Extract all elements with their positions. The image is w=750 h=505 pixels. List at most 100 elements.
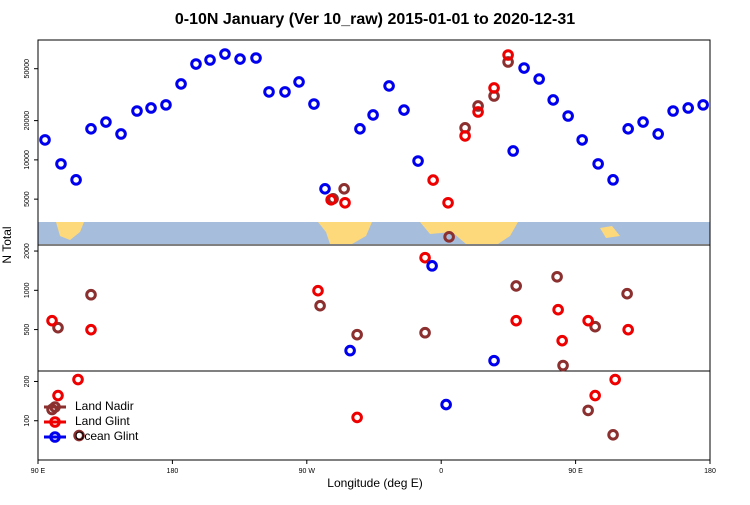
data-point xyxy=(652,128,664,140)
data-point xyxy=(46,314,58,327)
data-point xyxy=(609,373,621,386)
data-point xyxy=(250,52,262,64)
data-point xyxy=(85,323,97,336)
data-point xyxy=(351,328,363,341)
data-point xyxy=(488,354,500,367)
y-tick-label: 20000 xyxy=(24,111,31,131)
data-point xyxy=(547,94,560,106)
data-point xyxy=(131,105,143,117)
x-tick-label: 0 xyxy=(439,468,443,475)
legend-label: Land Nadir xyxy=(75,399,134,413)
data-point xyxy=(682,102,694,114)
data-point xyxy=(582,314,594,327)
data-point xyxy=(557,359,569,372)
plot-frame xyxy=(37,39,711,461)
data-point xyxy=(459,130,471,142)
y-tick-label: 2000 xyxy=(24,243,31,259)
data-point xyxy=(507,145,519,157)
data-point xyxy=(443,231,455,243)
x-tick-label: 90 E xyxy=(31,468,46,475)
x-tick-label: 90 E xyxy=(568,468,583,475)
y-tick-label: 50000 xyxy=(24,59,31,79)
data-point xyxy=(518,62,530,74)
data-point xyxy=(697,99,709,111)
data-point xyxy=(592,158,604,170)
data-point xyxy=(383,80,395,92)
legend-marker xyxy=(49,416,61,428)
data-point xyxy=(308,98,320,110)
data-point xyxy=(85,123,97,135)
data-point xyxy=(510,280,522,292)
data-point xyxy=(589,320,601,333)
data-point xyxy=(190,58,202,70)
data-point xyxy=(175,78,187,90)
data-point xyxy=(622,123,634,135)
x-tick-label: 180 xyxy=(167,468,179,475)
y-tick-label: 100 xyxy=(24,415,31,427)
legend-marker xyxy=(49,401,61,413)
y-tick-label: 10000 xyxy=(24,150,31,170)
data-point xyxy=(325,194,337,206)
data-point xyxy=(344,344,356,357)
data-point xyxy=(582,404,594,417)
data-point xyxy=(367,109,379,121)
data-point xyxy=(234,53,246,65)
data-point xyxy=(263,86,275,98)
x-axis-label: Longitude (deg E) xyxy=(327,476,422,490)
data-point xyxy=(667,105,679,117)
data-point xyxy=(279,86,291,98)
data-point xyxy=(576,134,588,146)
data-point xyxy=(552,303,564,316)
data-point xyxy=(621,287,633,300)
y-axis-label: N Total xyxy=(0,226,14,263)
data-point xyxy=(115,128,127,140)
data-point xyxy=(637,116,649,128)
data-point xyxy=(502,49,514,61)
data-point xyxy=(440,398,452,411)
data-point xyxy=(502,56,514,68)
data-point xyxy=(338,183,350,195)
data-point xyxy=(510,314,522,327)
data-point xyxy=(52,321,64,334)
data-point xyxy=(412,155,424,167)
y-tick-label: 500 xyxy=(24,324,31,336)
data-point xyxy=(145,102,157,114)
data-point xyxy=(85,288,97,301)
data-point xyxy=(204,54,216,66)
data-point xyxy=(622,323,634,336)
data-point xyxy=(442,196,454,209)
data-point xyxy=(427,174,439,186)
data-point xyxy=(351,411,363,424)
data-point xyxy=(219,48,231,60)
data-point xyxy=(39,134,51,146)
data-point xyxy=(419,251,431,264)
data-point xyxy=(70,174,82,186)
data-point xyxy=(100,116,112,128)
data-point xyxy=(73,429,85,442)
data-point xyxy=(293,76,305,88)
data-point xyxy=(319,183,331,195)
data-point xyxy=(607,174,619,186)
data-point xyxy=(551,270,563,283)
data-point xyxy=(312,284,324,297)
data-point xyxy=(533,73,545,85)
x-tick-label: 180 xyxy=(704,468,716,475)
data-point xyxy=(72,373,84,386)
data-point xyxy=(55,158,67,170)
y-tick-label: 5000 xyxy=(24,191,31,207)
data-point xyxy=(354,123,366,135)
y-tick-label: 1000 xyxy=(24,282,31,298)
data-point xyxy=(339,196,351,209)
data-point xyxy=(472,100,484,112)
y-tick-label: 200 xyxy=(24,376,31,388)
data-point xyxy=(488,82,500,94)
data-point xyxy=(607,429,619,441)
data-point xyxy=(426,260,438,272)
data-point xyxy=(52,389,64,402)
data-point xyxy=(562,110,574,122)
data-point xyxy=(589,389,601,402)
legend-label: Ocean Glint xyxy=(75,429,139,443)
data-point xyxy=(419,326,431,339)
legend-label: Land Glint xyxy=(75,414,130,428)
